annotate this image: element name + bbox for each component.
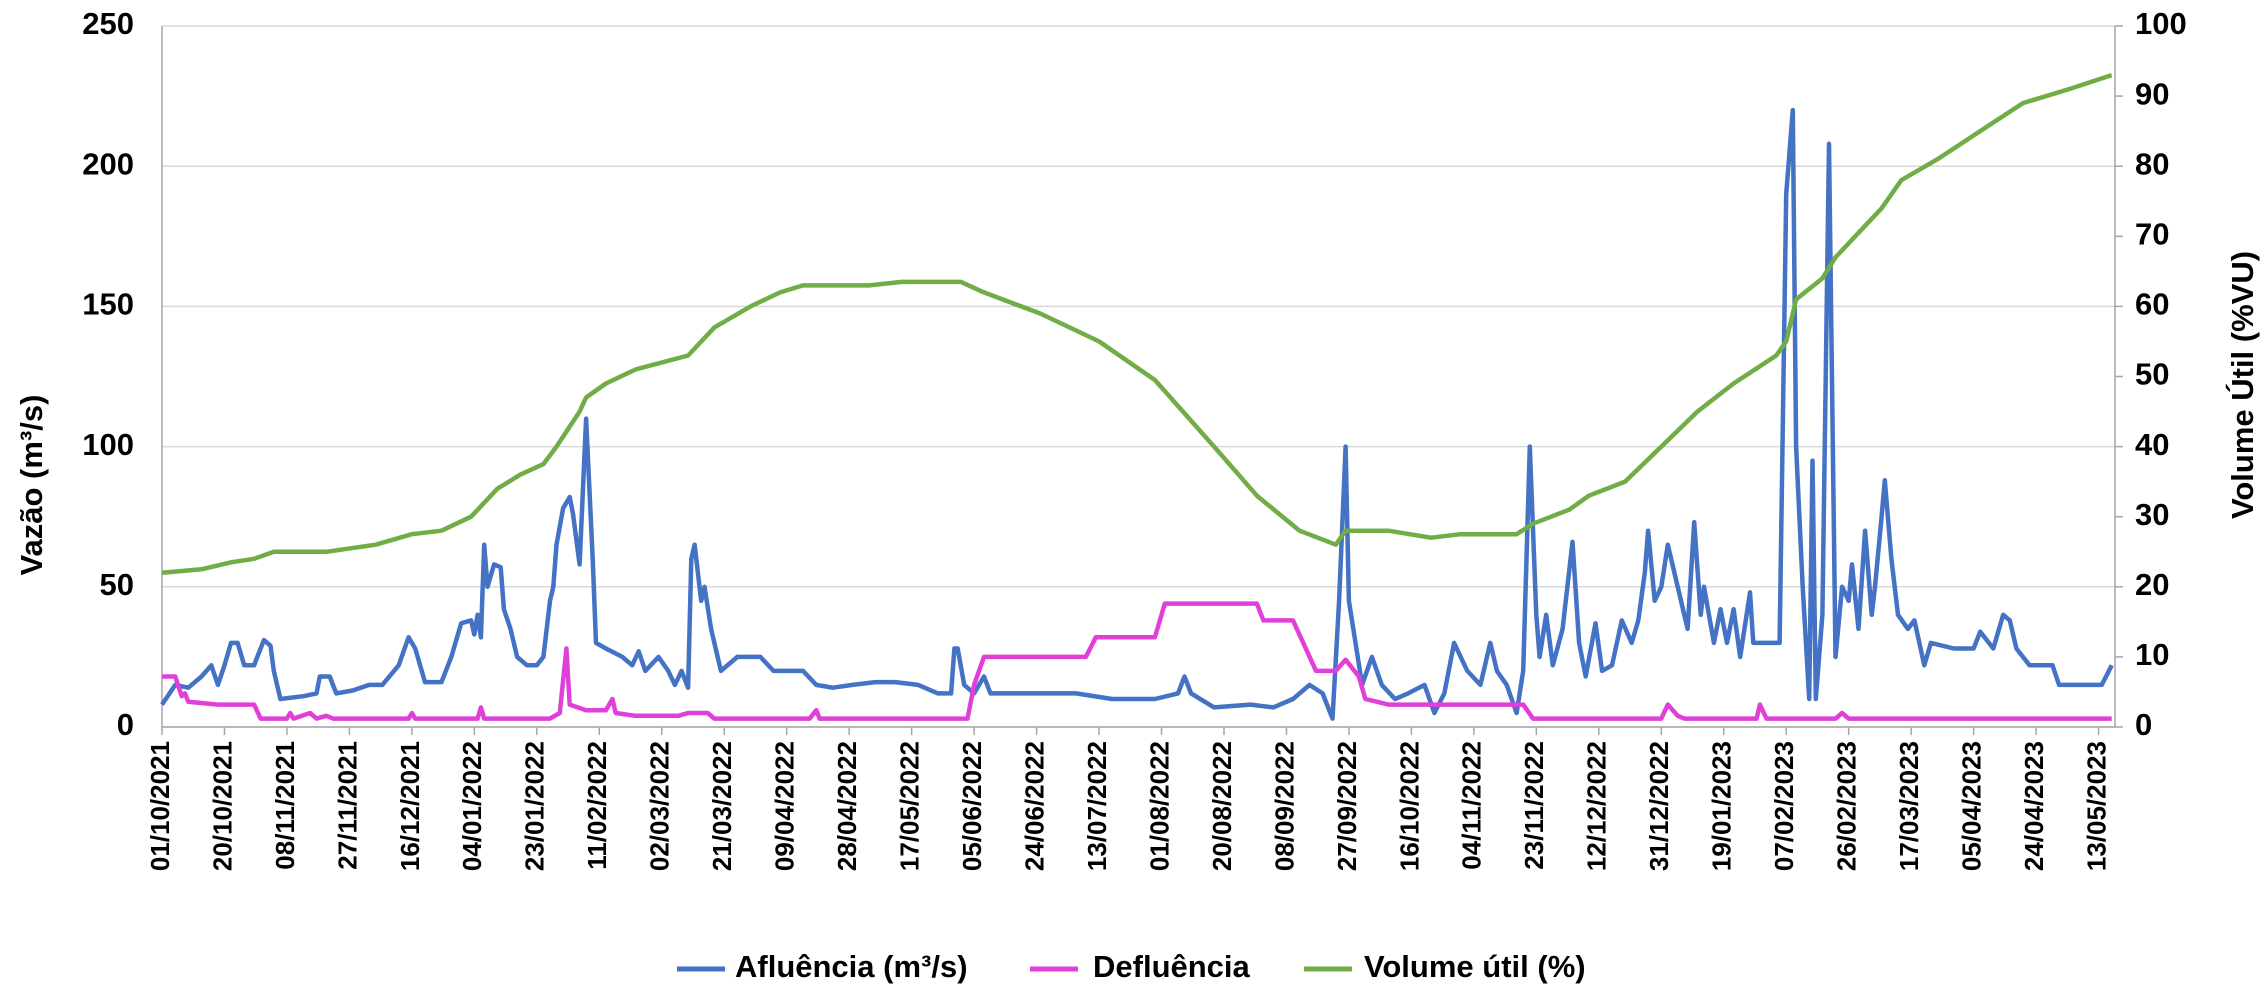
series-line: [162, 601, 2112, 721]
y-tick-label: 250: [82, 6, 134, 41]
x-tick-label: 31/12/2022: [1644, 741, 1674, 871]
x-tick-label: 13/05/2023: [2081, 741, 2111, 871]
x-tick-label: 02/03/2022: [645, 741, 675, 871]
y-tick-label: 100: [82, 427, 134, 462]
x-tick-label: 23/01/2022: [520, 741, 550, 871]
y2-tick-label: 70: [2135, 216, 2169, 251]
y-tick-label: 150: [82, 287, 134, 322]
x-tick-label: 04/01/2022: [457, 741, 487, 871]
x-tick-label: 13/07/2022: [1082, 741, 1112, 871]
legend-label: Defluência: [1093, 949, 1251, 984]
x-tick-label: 16/12/2021: [395, 741, 425, 871]
x-tick-label: 08/09/2022: [1269, 741, 1299, 871]
y2-tick-label: 30: [2135, 497, 2169, 532]
x-tick-label: 08/11/2021: [270, 741, 300, 870]
x-tick-label: 26/02/2023: [1832, 741, 1862, 871]
y-tick-label: 0: [117, 707, 134, 742]
x-tick-label: 05/04/2023: [1956, 741, 1986, 871]
legend-label: Volume útil (%): [1364, 949, 1586, 984]
x-tick-label: 01/08/2022: [1144, 741, 1174, 871]
x-tick-label: 24/06/2022: [1019, 741, 1049, 871]
y-tick-label: 50: [100, 567, 134, 602]
y-tick-label: 200: [82, 146, 134, 181]
x-tick-label: 17/03/2023: [1894, 741, 1924, 871]
y2-tick-label: 20: [2135, 567, 2169, 602]
x-tick-label: 23/11/2022: [1519, 741, 1549, 870]
y2-tick-label: 10: [2135, 637, 2169, 672]
y2-axis-title: Volume Útil (%VU): [2224, 251, 2260, 519]
x-tick-label: 19/01/2023: [1707, 741, 1737, 871]
x-tick-label: 07/02/2023: [1769, 741, 1799, 871]
legend-label: Afluência (m³/s): [735, 949, 968, 984]
y2-tick-label: 100: [2135, 6, 2187, 41]
x-tick-label: 24/04/2023: [2019, 741, 2049, 871]
x-tick-label: 11/02/2022: [582, 741, 612, 870]
y2-tick-label: 60: [2135, 287, 2169, 322]
x-tick-label: 04/11/2022: [1457, 741, 1487, 870]
x-tick-label: 20/10/2021: [207, 741, 237, 871]
x-tick-label: 01/10/2021: [145, 741, 175, 871]
x-tick-label: 27/09/2022: [1332, 741, 1362, 871]
y2-tick-label: 90: [2135, 76, 2169, 111]
x-tick-label: 12/12/2022: [1582, 741, 1612, 871]
x-tick-label: 09/04/2022: [770, 741, 800, 871]
x-tick-label: 27/11/2021: [332, 741, 362, 870]
y2-tick-label: 40: [2135, 427, 2169, 462]
x-tick-label: 05/06/2022: [957, 741, 987, 871]
y2-tick-label: 80: [2135, 146, 2169, 181]
y2-tick-label: 50: [2135, 357, 2169, 392]
series-line: [160, 107, 2114, 721]
x-tick-label: 20/08/2022: [1207, 741, 1237, 871]
series-line: [161, 72, 2113, 576]
x-tick-label: 17/05/2022: [895, 741, 925, 871]
x-tick-label: 21/03/2022: [707, 741, 737, 871]
y-axis-title: Vazão (m³/s): [14, 395, 49, 576]
y2-tick-label: 0: [2135, 707, 2152, 742]
x-tick-label: 28/04/2022: [832, 741, 862, 871]
x-tick-label: 16/10/2022: [1394, 741, 1424, 871]
